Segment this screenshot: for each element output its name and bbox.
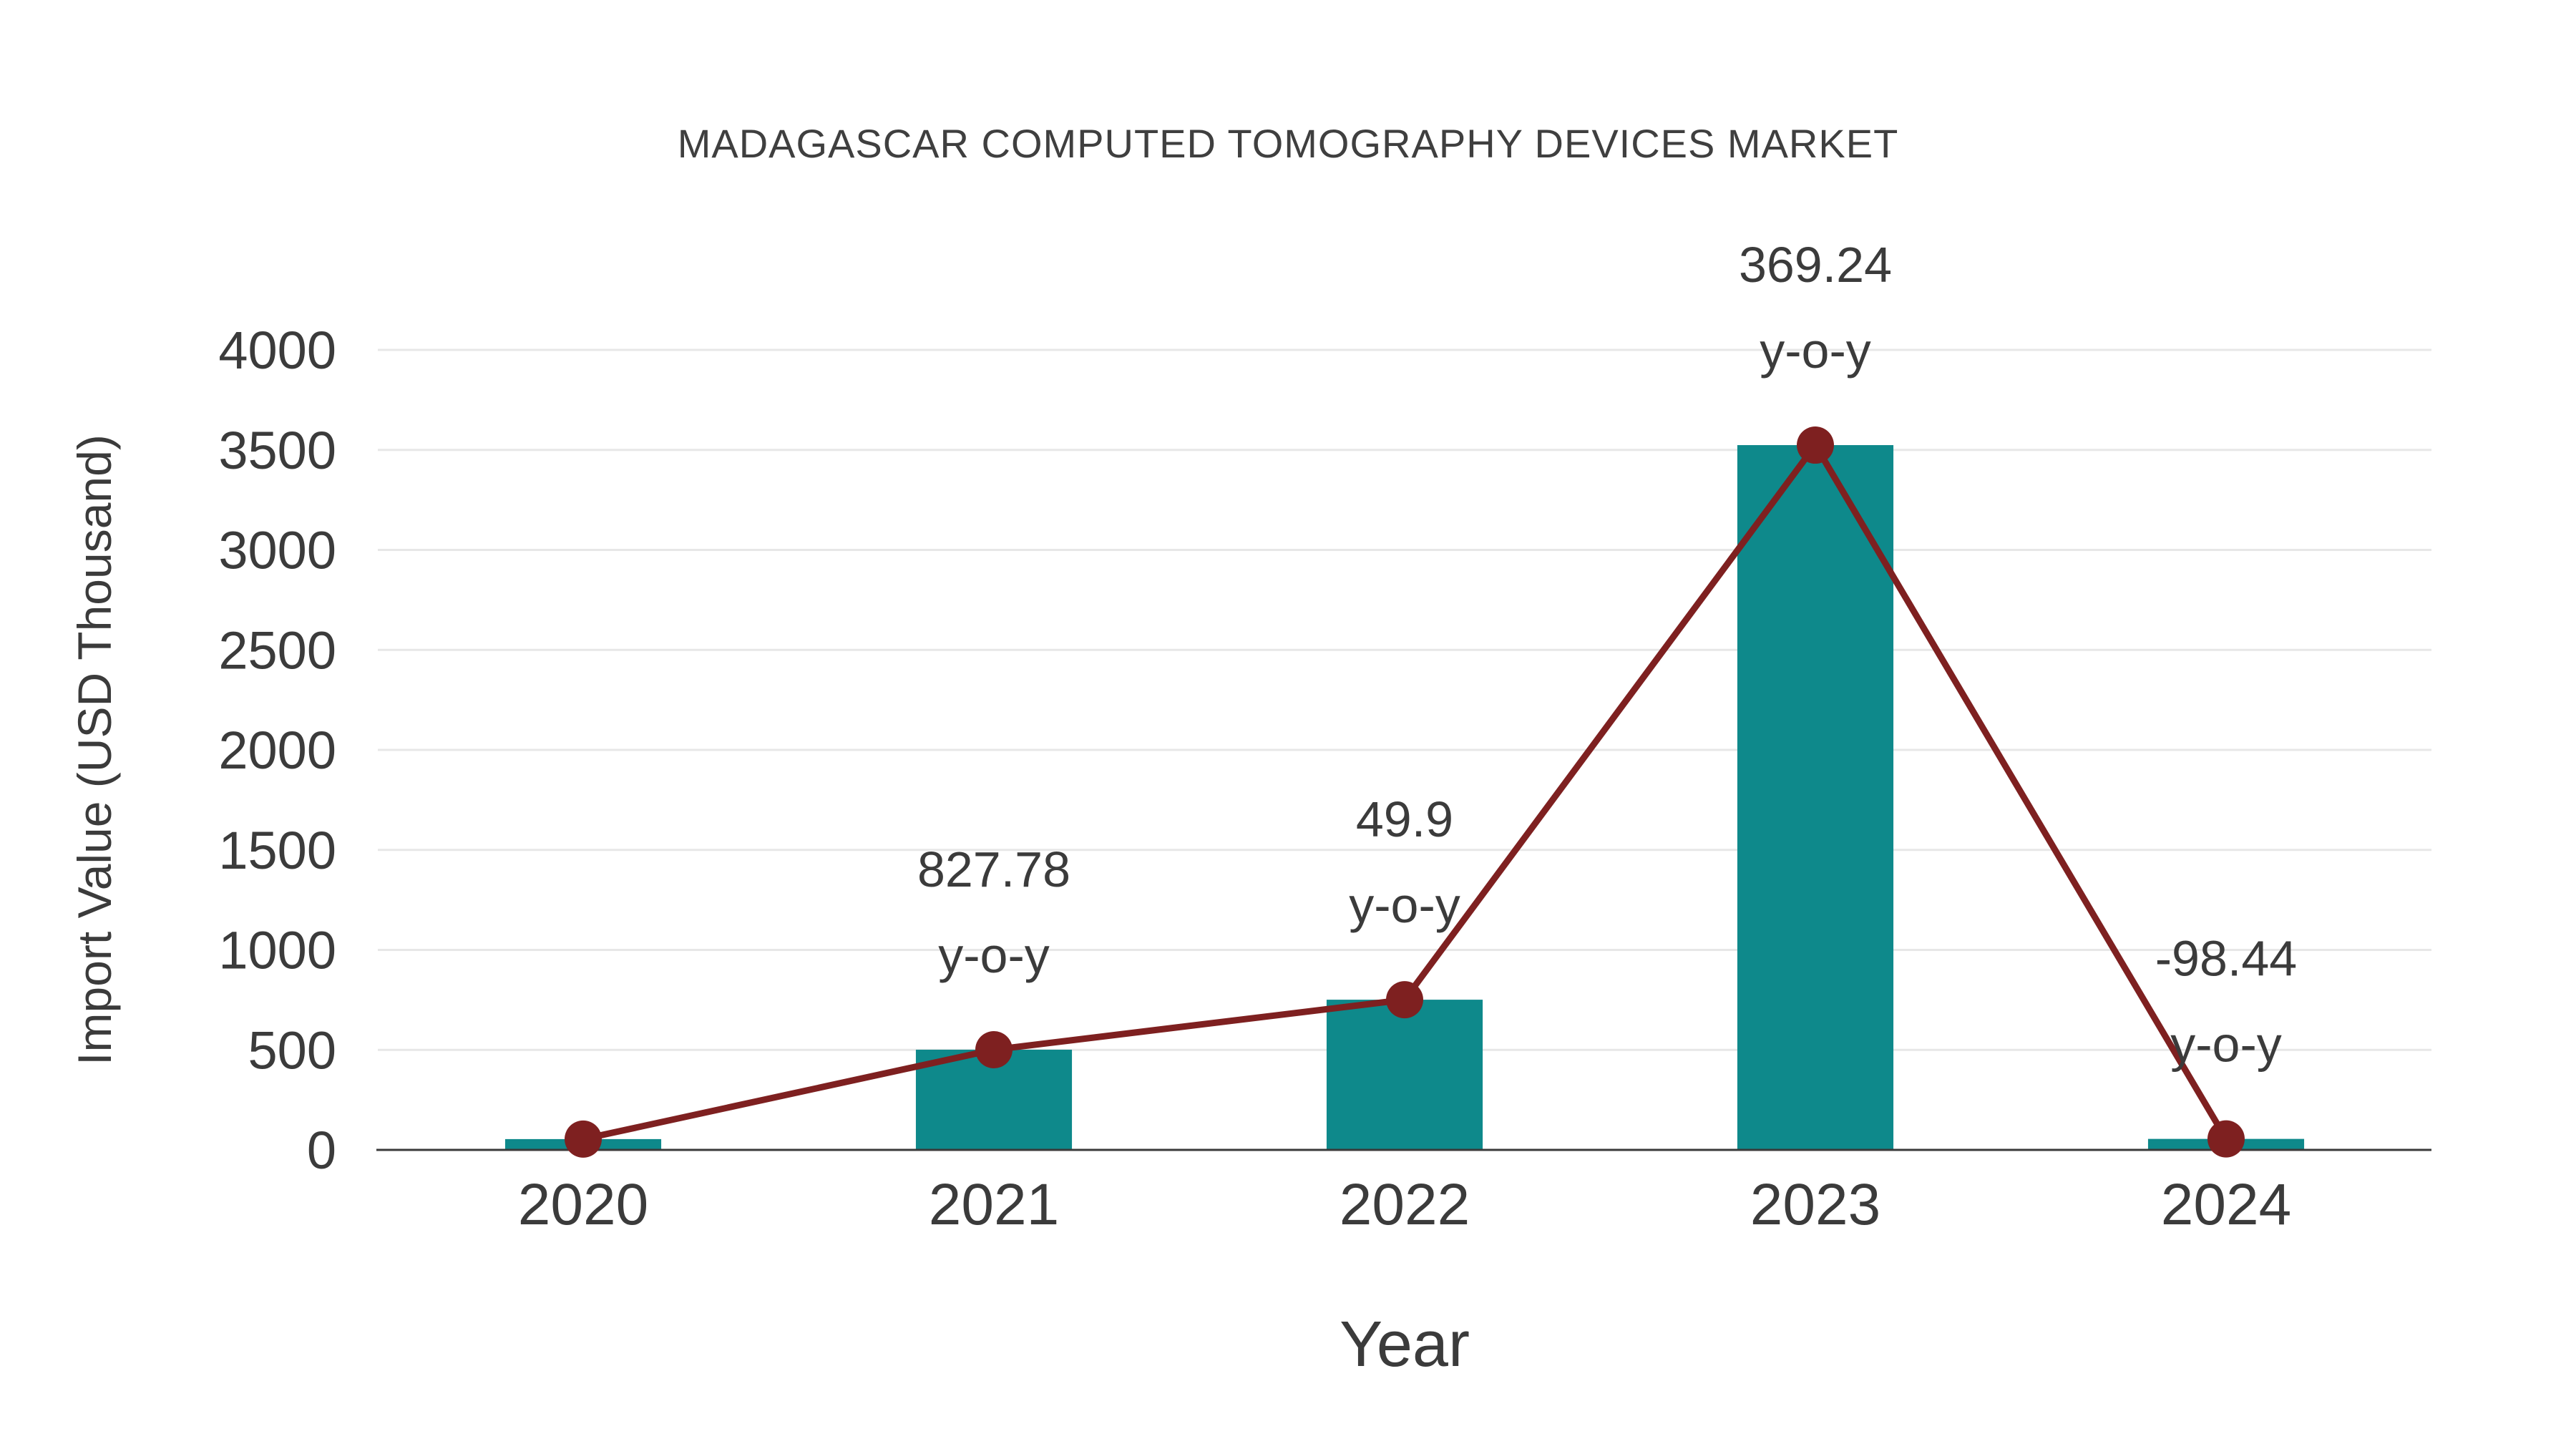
y-tick-label: 2500 — [218, 620, 336, 680]
marker-2022 — [1386, 981, 1423, 1019]
chart-title: MADAGASCAR COMPUTED TOMOGRAPHY DEVICES M… — [677, 121, 1899, 166]
marker-2023 — [1797, 426, 1834, 464]
x-tick-label-2023: 2023 — [1750, 1172, 1880, 1237]
marker-2020 — [565, 1120, 602, 1158]
annotation-suffix-2023: y-o-y — [1760, 323, 1871, 379]
x-axis-label: Year — [1340, 1309, 1470, 1380]
y-tick-label: 4000 — [218, 321, 336, 380]
marker-2024 — [2207, 1120, 2245, 1158]
x-tick-label-2021: 2021 — [929, 1172, 1059, 1237]
y-tick-label: 500 — [248, 1020, 336, 1080]
y-tick-label: 1500 — [218, 821, 336, 880]
annotation-value-2024: -98.44 — [2155, 931, 2297, 987]
annotation-suffix-2021: y-o-y — [938, 927, 1050, 983]
annotation-suffix-2024: y-o-y — [2170, 1017, 2282, 1073]
x-tick-label-2024: 2024 — [2161, 1172, 2291, 1237]
x-tick-label-2020: 2020 — [518, 1172, 648, 1237]
y-tick-label: 2000 — [218, 721, 336, 780]
x-tick-label-2022: 2022 — [1340, 1172, 1470, 1237]
bar-2022 — [1326, 1000, 1483, 1150]
y-tick-label: 3500 — [218, 421, 336, 480]
marker-2021 — [975, 1030, 1013, 1068]
y-tick-label: 1000 — [218, 921, 336, 980]
annotation-suffix-2022: y-o-y — [1349, 877, 1460, 933]
y-tick-label: 3000 — [218, 521, 336, 580]
y-tick-label: 0 — [307, 1121, 336, 1180]
annotation-value-2022: 49.9 — [1356, 791, 1453, 847]
bar-2023 — [1737, 445, 1894, 1150]
annotation-value-2021: 827.78 — [917, 841, 1070, 897]
annotation-value-2023: 369.24 — [1739, 237, 1892, 293]
